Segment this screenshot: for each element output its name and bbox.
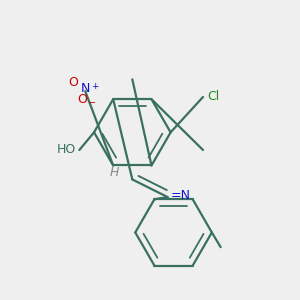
- Text: H: H: [110, 166, 119, 178]
- Text: +: +: [91, 82, 99, 91]
- Text: O: O: [68, 76, 78, 89]
- Text: N: N: [80, 82, 90, 95]
- Text: Cl: Cl: [207, 91, 220, 103]
- Text: O: O: [77, 93, 87, 106]
- Text: −: −: [88, 98, 96, 108]
- Text: =N: =N: [171, 189, 190, 202]
- Text: HO: HO: [57, 143, 76, 157]
